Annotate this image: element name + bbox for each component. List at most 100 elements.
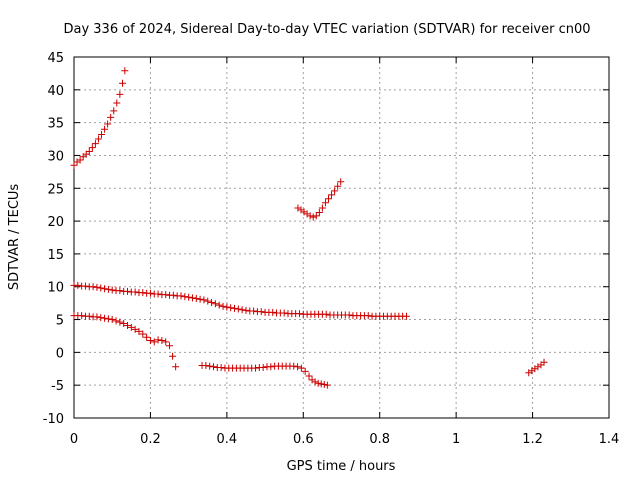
data-point	[309, 213, 317, 221]
data-point	[211, 300, 219, 308]
y-tick-label: 15	[47, 248, 64, 263]
data-point	[131, 288, 139, 296]
data-point	[223, 303, 231, 311]
data-point	[146, 337, 154, 345]
y-tick-label: 30	[47, 149, 64, 164]
x-tick-label: 0.6	[293, 432, 314, 447]
data-point	[242, 306, 250, 314]
data-point	[234, 305, 242, 313]
data-point	[305, 372, 313, 380]
data-point	[306, 212, 314, 220]
data-point	[322, 310, 330, 318]
data-point	[177, 292, 185, 300]
data-point	[124, 287, 131, 295]
data-point	[107, 113, 115, 121]
data-point	[93, 313, 101, 321]
series-rising-track-A	[70, 67, 129, 169]
data-point	[124, 321, 131, 329]
data-point	[78, 312, 86, 320]
data-point	[252, 364, 260, 372]
data-point	[250, 307, 258, 315]
data-point	[209, 363, 217, 371]
y-tick-label: 20	[47, 215, 64, 230]
series-slow-decline	[70, 281, 410, 320]
axis-ticks: 0 0.2 0.4 0.6 0.8 1 1.2 1.4 -10 -5 0 5 10 15 20 25 30 35 4…	[43, 51, 620, 447]
data-point	[154, 336, 162, 344]
data-points	[70, 67, 548, 389]
data-point	[540, 358, 548, 366]
data-point	[110, 107, 118, 115]
x-tick-label: 0.2	[140, 432, 161, 447]
data-point	[166, 342, 174, 350]
data-point	[169, 352, 177, 360]
data-point	[104, 285, 112, 293]
x-tick-label: 1.4	[599, 432, 620, 447]
data-point	[97, 314, 105, 322]
x-axis-label: GPS time / hours	[287, 459, 396, 474]
data-point	[364, 312, 372, 320]
data-point	[98, 130, 106, 138]
x-tick-label: 1	[452, 432, 460, 447]
y-tick-label: 0	[56, 346, 64, 361]
data-point	[317, 380, 325, 388]
data-point	[104, 120, 112, 128]
data-point	[154, 290, 162, 298]
series-rising-track-B	[294, 178, 345, 221]
data-point	[328, 191, 336, 199]
y-tick-label: 5	[56, 314, 64, 329]
data-point	[162, 338, 170, 346]
y-tick-label: 40	[47, 84, 64, 99]
data-point	[116, 90, 124, 98]
data-point	[267, 363, 275, 371]
data-point	[127, 323, 135, 331]
data-point	[101, 125, 109, 133]
data-point	[345, 311, 353, 319]
data-point	[116, 287, 124, 295]
data-point	[76, 156, 84, 164]
data-point	[337, 178, 345, 186]
data-point	[172, 363, 180, 371]
data-point	[113, 99, 121, 107]
data-point	[200, 296, 208, 304]
data-point	[331, 187, 339, 195]
data-point	[121, 67, 129, 75]
data-point	[89, 283, 97, 291]
data-point	[119, 79, 127, 87]
data-point	[85, 148, 93, 156]
data-point	[206, 362, 214, 370]
x-tick-label: 1.2	[522, 432, 543, 447]
data-point	[280, 309, 288, 317]
data-point	[208, 298, 216, 306]
data-point	[231, 304, 238, 312]
data-point	[227, 304, 235, 312]
y-tick-label: 45	[47, 51, 64, 66]
data-point	[238, 306, 246, 314]
data-point	[315, 209, 323, 217]
data-point	[116, 318, 124, 326]
series-negative-track	[198, 361, 331, 389]
data-point	[135, 327, 143, 335]
data-point	[312, 212, 320, 220]
data-point	[215, 301, 223, 309]
data-point	[169, 291, 177, 299]
x-tick-label: 0	[70, 432, 78, 447]
data-point	[108, 286, 116, 294]
y-tick-label: -10	[43, 412, 64, 427]
data-point	[74, 281, 82, 289]
series-late-track	[525, 358, 548, 377]
y-tick-label: 25	[47, 182, 64, 197]
data-point	[257, 308, 265, 316]
data-point	[162, 291, 170, 299]
data-point	[101, 285, 109, 293]
data-point	[219, 302, 227, 310]
data-point	[91, 140, 99, 148]
data-point	[181, 293, 189, 301]
data-point	[295, 310, 303, 318]
plot-frame	[73, 56, 610, 419]
data-point	[150, 338, 158, 346]
data-point	[290, 362, 298, 370]
data-point	[108, 316, 116, 324]
data-point	[325, 195, 333, 203]
data-point	[311, 378, 319, 386]
